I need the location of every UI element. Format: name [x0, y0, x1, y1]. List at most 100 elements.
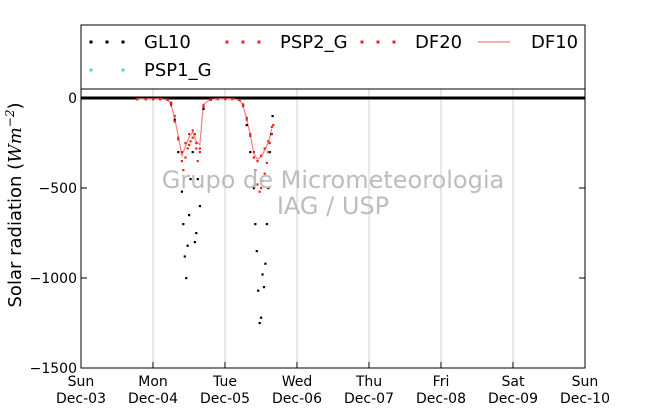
data-point-GL10-36: [262, 286, 266, 289]
data-point-GL10-16: [193, 241, 196, 244]
legend-swatch-PSP2_G-0: [225, 40, 229, 44]
legend-label-GL10: GL10: [144, 32, 191, 53]
data-point-DF20-8: [180, 151, 183, 154]
x-tick-label-date-1: Dec-04: [128, 391, 178, 407]
legend-swatch-PSP2_G-1: [241, 40, 245, 44]
data-point-GL10-10: [183, 255, 186, 258]
x-tick-label-day-7: Sun: [572, 374, 599, 390]
grid-layer: [152, 89, 514, 368]
data-point-DF20-26: [263, 147, 266, 150]
legend-swatch-GL10-0: [89, 40, 93, 44]
plot-frame: [80, 88, 586, 369]
legend: GL10 PSP2_G DF20 DF10 PSP1_G: [80, 24, 586, 90]
data-point-DF20-27: [267, 140, 270, 143]
x-tick-label-day-1: Mon: [138, 374, 168, 390]
data-point-DF20-3: [159, 98, 162, 101]
data-point-GL10-42: [271, 115, 274, 118]
data-point-DF20-24: [256, 160, 259, 163]
data-point-GL10-15: [191, 151, 194, 154]
data-point-PSP2_G-26: [245, 116, 248, 119]
data-point-GL10-35: [261, 273, 264, 276]
data-point-PSP2_G-30: [256, 183, 259, 186]
data-point-DF20-25: [260, 154, 263, 157]
legend-swatch-DF20-0: [360, 40, 364, 44]
data-point-PSP2_G-35: [265, 161, 268, 164]
data-point-DF20-17: [224, 97, 227, 101]
data-point-GL10-33: [258, 322, 261, 325]
data-point-PSP2_G-38: [270, 133, 273, 136]
data-point-DF20-21: [245, 118, 248, 121]
data-point-GL10-39: [267, 187, 270, 190]
data-point-GL10-9: [182, 223, 185, 226]
x-tick-label-date-2: Dec-05: [200, 391, 250, 407]
data-point-DF20-14: [202, 104, 205, 107]
legend-frame: [80, 24, 586, 90]
data-point-PSP2_G-25: [242, 103, 245, 106]
data-point-PSP2_G-37: [268, 142, 271, 145]
legend-label-DF20: DF20: [415, 32, 462, 53]
x-tick-label-date-7: Dec-10: [560, 391, 610, 407]
data-point-PSP2_G-13: [189, 140, 192, 143]
data-point-GL10-6: [173, 118, 176, 121]
data-point-PSP2_G-28: [252, 156, 255, 159]
data-point-GL10-19: [198, 205, 201, 208]
data-point-DF20-5: [170, 104, 173, 107]
data-point-GL10-32: [257, 289, 260, 292]
x-tick-label-date-5: Dec-08: [416, 391, 466, 407]
data-point-DF20-16: [216, 97, 219, 101]
data-point-DF20-4: [166, 98, 169, 101]
x-tick-label-date-4: Dec-07: [344, 391, 394, 407]
data-layer: [81, 96, 585, 325]
data-point-GL10-13: [188, 214, 191, 217]
data-point-GL10-27: [245, 124, 248, 127]
x-tick-label-date-6: Dec-09: [488, 391, 538, 407]
data-point-GL10-17: [195, 232, 198, 235]
data-point-DF20-11: [191, 129, 194, 132]
data-point-GL10-28: [249, 151, 252, 154]
legend-swatch-PSP1_G-2: [121, 68, 125, 72]
data-point-DF20-1: [144, 98, 147, 101]
data-point-DF20-12: [195, 142, 198, 145]
legend-swatch-PSP2_G-2: [257, 40, 261, 44]
data-point-DF20-18: [231, 97, 234, 101]
data-point-PSP2_G-9: [182, 169, 185, 172]
legend-label-PSP1_G: PSP1_G: [144, 60, 212, 81]
y-tick-label-0: 0: [68, 91, 77, 107]
data-point-DF20-22: [249, 134, 252, 137]
data-point-DF20-9: [184, 142, 187, 145]
x-tick-label-day-0: Sun: [68, 374, 95, 390]
data-point-DF20-7: [177, 138, 180, 141]
y-tick-label-3: −1500: [30, 361, 77, 377]
data-point-PSP2_G-14: [191, 136, 194, 139]
data-point-DF20-23: [252, 151, 255, 154]
legend-swatch-DF20-2: [392, 40, 396, 44]
x-tick-label-day-4: Thu: [355, 374, 382, 390]
data-point-GL10-7: [177, 151, 180, 154]
data-point-PSP2_G-34: [263, 172, 266, 175]
data-point-PSP2_G-19: [202, 106, 205, 109]
x-tick-label-day-6: Sat: [502, 374, 525, 390]
data-point-DF20-2: [152, 98, 155, 101]
data-point-PSP2_G-15: [193, 133, 196, 136]
y-tick-label-2: −1000: [30, 271, 77, 287]
data-point-GL10-14: [189, 178, 192, 181]
legend-label-DF10: DF10: [531, 32, 578, 53]
data-point-PSP2_G-11: [186, 147, 189, 150]
data-point-GL10-30: [254, 223, 257, 226]
legend-swatch-GL10-2: [121, 40, 125, 44]
x-tick-label-day-2: Tue: [212, 374, 237, 390]
data-point-PSP2_G-10: [184, 156, 187, 159]
data-point-GL10-31: [255, 250, 258, 253]
data-point-GL10-8: [180, 190, 183, 193]
data-point-GL10-37: [264, 262, 267, 265]
data-point-GL10-40: [268, 151, 271, 154]
data-point-PSP2_G-5: [170, 101, 173, 104]
data-point-PSP2_G-31: [258, 190, 261, 193]
x-tick-label-day-3: Wed: [282, 374, 313, 390]
x-tick-label-day-5: Fri: [433, 374, 450, 390]
axis-layer: 0−500−1000−1500SunDec-03MonDec-04TueDec-…: [30, 91, 610, 407]
legend-label-PSP2_G: PSP2_G: [280, 32, 348, 53]
legend-swatch-DF20-1: [376, 40, 380, 44]
data-point-GL10-34: [260, 316, 263, 319]
